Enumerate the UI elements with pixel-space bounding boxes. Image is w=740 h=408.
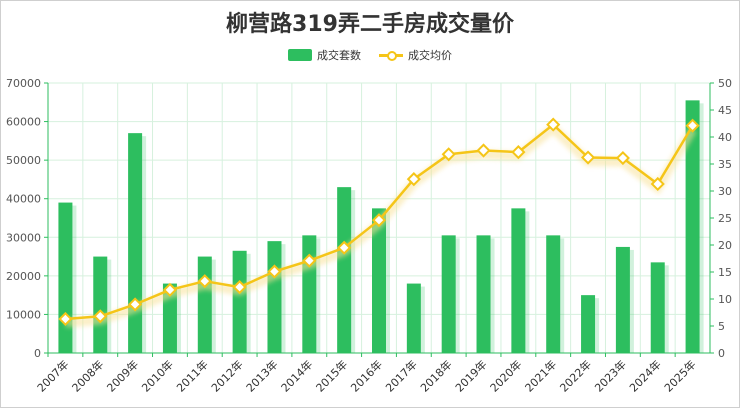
line-point	[476, 143, 491, 158]
chart-legend: 成交套数 成交均价	[0, 47, 740, 63]
y-axis-right-tick-label: 15	[718, 266, 732, 279]
bar	[128, 133, 143, 353]
bar	[650, 262, 665, 353]
x-axis-tick-label: 2024年	[626, 357, 663, 394]
bar	[197, 256, 212, 353]
x-axis-tick-label: 2018年	[417, 357, 454, 394]
bar	[162, 283, 177, 353]
x-axis: 2007年2008年2009年2010年2011年2012年2013年2014年…	[34, 352, 710, 395]
y-axis-left-tick-label: 30000	[6, 231, 41, 244]
line-point	[441, 147, 456, 162]
y-axis-left-tick-label: 70000	[6, 77, 41, 90]
line-point	[546, 117, 561, 132]
y-axis-right-tick-label: 30	[718, 185, 732, 198]
line-point	[650, 176, 665, 192]
bar	[337, 187, 352, 353]
line-point	[406, 172, 421, 187]
bar	[232, 250, 247, 353]
x-axis-tick-label: 2016年	[348, 357, 385, 394]
line-point	[685, 118, 700, 133]
bar	[302, 235, 317, 353]
legend-item-bar-series[interactable]: 成交套数	[288, 47, 361, 63]
bar	[267, 241, 282, 353]
y-axis-right-tick-label: 0	[718, 347, 725, 360]
line-point	[371, 213, 387, 228]
x-axis-tick-label: 2023年	[592, 357, 629, 394]
x-axis-tick-label: 2019年	[452, 357, 489, 394]
chart-title: 柳营路319弄二手房成交量价	[226, 12, 514, 37]
bar	[441, 235, 456, 353]
x-axis-tick-label: 2020年	[487, 357, 524, 394]
y-axis-left-tick-label: 10000	[6, 308, 41, 321]
x-axis-tick-label: 2007年	[34, 357, 71, 394]
line-point	[197, 274, 212, 289]
y-axis-right-tick-label: 25	[718, 212, 732, 225]
bar	[58, 202, 73, 353]
x-axis-tick-label: 2017年	[382, 357, 419, 394]
line-point	[337, 240, 352, 255]
y-axis-right-tick-label: 35	[718, 158, 732, 171]
x-axis-tick-label: 2011年	[173, 357, 210, 394]
x-axis-tick-label: 2010年	[139, 357, 176, 394]
y-axis-left-tick-label: 60000	[6, 116, 41, 129]
x-axis-tick-label: 2008年	[69, 357, 106, 394]
y-axis-right-tick-label: 10	[718, 293, 732, 306]
y-axis-right-tick-label: 50	[718, 77, 732, 90]
legend-bar-label: 成交套数	[317, 49, 361, 62]
y-axis-right-tick-label: 45	[718, 104, 732, 117]
line-point	[162, 282, 178, 297]
y-axis-left: 0 10000 20000 30000 40000 50000 60000 70000	[6, 77, 49, 360]
bar	[546, 235, 561, 353]
y-axis-right: 0 5 10 15 20 25 30 35 40 45 50	[709, 77, 732, 360]
bar	[511, 208, 526, 353]
x-axis-tick-label: 2022年	[557, 357, 594, 394]
line-point	[511, 145, 526, 160]
y-axis-left-tick-label: 20000	[6, 270, 41, 283]
line-point	[93, 309, 108, 324]
y-axis-left-tick-label: 50000	[6, 154, 41, 167]
x-axis-tick-label: 2009年	[104, 357, 141, 394]
line-point	[615, 150, 630, 166]
bar	[581, 295, 596, 353]
bar	[615, 246, 630, 353]
line-point	[267, 264, 282, 279]
y-axis-left-tick-label: 0	[34, 347, 41, 360]
x-axis-tick-label: 2015年	[313, 357, 350, 394]
bar	[476, 235, 491, 353]
y-axis-right-tick-label: 5	[718, 320, 725, 333]
line-point	[128, 297, 143, 312]
line-series	[58, 117, 700, 328]
legend-line-swatch	[379, 49, 403, 61]
line-point	[58, 311, 73, 327]
y-axis-left-tick-label: 40000	[6, 193, 41, 206]
x-axis-tick-label: 2025年	[661, 357, 698, 394]
bar	[685, 100, 700, 353]
line-point	[302, 253, 317, 268]
bar-series	[58, 100, 704, 353]
x-axis-tick-label: 2021年	[522, 357, 559, 394]
y-axis-right-tick-label: 40	[718, 131, 732, 144]
bar	[372, 208, 386, 353]
x-axis-tick-label: 2013年	[243, 357, 280, 394]
line-point	[232, 280, 247, 295]
x-axis-tick-label: 2012年	[208, 357, 245, 394]
y-axis-right-tick-label: 20	[718, 239, 732, 252]
bar	[406, 283, 421, 353]
legend-item-line-series[interactable]: 成交均价	[379, 47, 452, 63]
legend-bar-swatch	[288, 49, 312, 61]
line-point	[580, 150, 596, 165]
x-axis-tick-label: 2014年	[278, 357, 315, 394]
legend-line-label: 成交均价	[408, 49, 452, 62]
bar	[93, 256, 108, 353]
